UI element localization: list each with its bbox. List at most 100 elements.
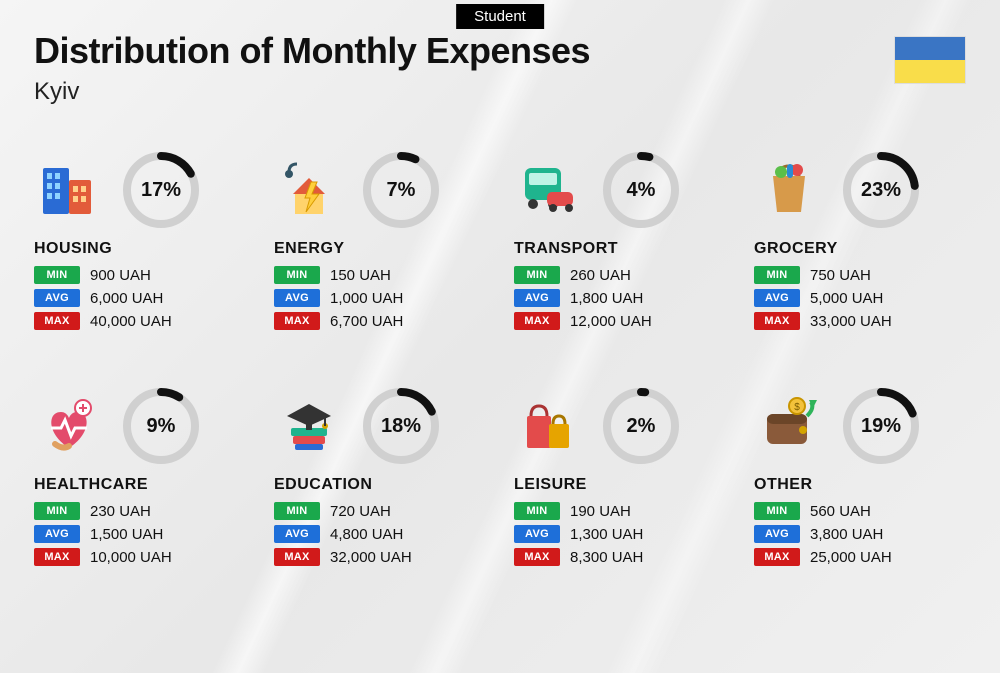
healthcare-min-value: 230 UAH [90,503,151,520]
leisure-min-value: 190 UAH [570,503,631,520]
other-percent-donut: 19% [842,387,920,465]
max-badge: MAX [514,312,560,330]
ukraine-flag-icon [894,36,966,84]
grocery-icon [754,155,824,225]
energy-min-value: 150 UAH [330,267,391,284]
housing-avg-value: 6,000 UAH [90,290,163,307]
avg-badge: AVG [34,289,80,307]
leisure-percent-donut: 2% [602,387,680,465]
energy-max-row: MAX 6,700 UAH [274,312,486,330]
transport-avg-row: AVG 1,800 UAH [514,289,726,307]
other-name: OTHER [754,476,966,494]
min-badge: MIN [514,266,560,284]
education-min-row: MIN 720 UAH [274,502,486,520]
grocery-min-value: 750 UAH [810,267,871,284]
healthcare-icon [34,391,104,461]
healthcare-name: HEALTHCARE [34,476,246,494]
energy-avg-value: 1,000 UAH [330,290,403,307]
min-badge: MIN [754,502,800,520]
other-icon: $ [754,391,824,461]
healthcare-max-row: MAX 10,000 UAH [34,548,246,566]
category-card-housing: 17% HOUSING MIN 900 UAH AVG 6,000 UAH MA… [34,150,246,330]
leisure-avg-value: 1,300 UAH [570,526,643,543]
avg-badge: AVG [514,289,560,307]
other-avg-value: 3,800 UAH [810,526,883,543]
energy-stats: MIN 150 UAH AVG 1,000 UAH MAX 6,700 UAH [274,266,486,330]
transport-max-row: MAX 12,000 UAH [514,312,726,330]
healthcare-min-row: MIN 230 UAH [34,502,246,520]
transport-percent-donut: 4% [602,151,680,229]
energy-percent-donut: 7% [362,151,440,229]
leisure-icon [514,391,584,461]
housing-stats: MIN 900 UAH AVG 6,000 UAH MAX 40,000 UAH [34,266,246,330]
min-badge: MIN [274,266,320,284]
category-card-other: $ 19% OTHER MIN 560 UAH AVG 3,800 UAH [754,386,966,566]
grocery-max-row: MAX 33,000 UAH [754,312,966,330]
flag-bottom-stripe [895,60,965,83]
max-badge: MAX [274,312,320,330]
healthcare-percent-label: 9% [122,387,200,465]
leisure-max-row: MAX 8,300 UAH [514,548,726,566]
min-badge: MIN [274,502,320,520]
housing-avg-row: AVG 6,000 UAH [34,289,246,307]
max-badge: MAX [34,548,80,566]
transport-icon [514,155,584,225]
transport-max-value: 12,000 UAH [570,313,652,330]
housing-max-row: MAX 40,000 UAH [34,312,246,330]
other-min-row: MIN 560 UAH [754,502,966,520]
healthcare-stats: MIN 230 UAH AVG 1,500 UAH MAX 10,000 UAH [34,502,246,566]
header: Distribution of Monthly Expenses Kyiv [34,30,966,106]
other-percent-label: 19% [842,387,920,465]
max-badge: MAX [514,548,560,566]
healthcare-avg-row: AVG 1,500 UAH [34,525,246,543]
avg-badge: AVG [754,289,800,307]
category-card-transport: 4% TRANSPORT MIN 260 UAH AVG 1,800 UAH M… [514,150,726,330]
grocery-min-row: MIN 750 UAH [754,266,966,284]
transport-percent-label: 4% [602,151,680,229]
other-max-row: MAX 25,000 UAH [754,548,966,566]
min-badge: MIN [514,502,560,520]
leisure-percent-label: 2% [602,387,680,465]
grocery-avg-row: AVG 5,000 UAH [754,289,966,307]
min-badge: MIN [34,502,80,520]
housing-max-value: 40,000 UAH [90,313,172,330]
education-min-value: 720 UAH [330,503,391,520]
housing-icon [34,155,104,225]
transport-name: TRANSPORT [514,240,726,258]
max-badge: MAX [274,548,320,566]
healthcare-max-value: 10,000 UAH [90,549,172,566]
avg-badge: AVG [34,525,80,543]
flag-top-stripe [895,37,965,60]
svg-text:$: $ [794,402,800,413]
education-stats: MIN 720 UAH AVG 4,800 UAH MAX 32,000 UAH [274,502,486,566]
energy-icon [274,155,344,225]
grocery-percent-donut: 23% [842,151,920,229]
healthcare-avg-value: 1,500 UAH [90,526,163,543]
grocery-avg-value: 5,000 UAH [810,290,883,307]
education-max-value: 32,000 UAH [330,549,412,566]
transport-min-value: 260 UAH [570,267,631,284]
housing-percent-donut: 17% [122,151,200,229]
education-percent-donut: 18% [362,387,440,465]
max-badge: MAX [754,548,800,566]
transport-stats: MIN 260 UAH AVG 1,800 UAH MAX 12,000 UAH [514,266,726,330]
avg-badge: AVG [274,289,320,307]
housing-min-value: 900 UAH [90,267,151,284]
category-card-energy: 7% ENERGY MIN 150 UAH AVG 1,000 UAH MAX … [274,150,486,330]
education-icon [274,391,344,461]
student-tag: Student [456,4,544,29]
other-max-value: 25,000 UAH [810,549,892,566]
categories-grid: 17% HOUSING MIN 900 UAH AVG 6,000 UAH MA… [34,150,966,566]
housing-percent-label: 17% [122,151,200,229]
housing-name: HOUSING [34,240,246,258]
energy-min-row: MIN 150 UAH [274,266,486,284]
avg-badge: AVG [514,525,560,543]
grocery-name: GROCERY [754,240,966,258]
category-card-leisure: 2% LEISURE MIN 190 UAH AVG 1,300 UAH MAX… [514,386,726,566]
education-name: EDUCATION [274,476,486,494]
housing-min-row: MIN 900 UAH [34,266,246,284]
education-avg-value: 4,800 UAH [330,526,403,543]
transport-avg-value: 1,800 UAH [570,290,643,307]
healthcare-percent-donut: 9% [122,387,200,465]
transport-min-row: MIN 260 UAH [514,266,726,284]
